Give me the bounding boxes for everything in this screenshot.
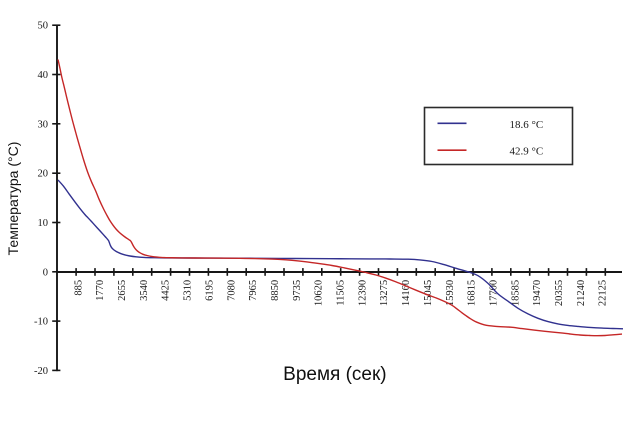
svg-text:5310: 5310 xyxy=(183,280,194,301)
svg-text:13275: 13275 xyxy=(379,280,390,306)
svg-text:18.6 °C: 18.6 °C xyxy=(510,119,544,131)
svg-text:8850: 8850 xyxy=(270,280,281,301)
svg-text:0: 0 xyxy=(43,267,48,278)
svg-text:2655: 2655 xyxy=(117,280,128,301)
svg-text:18585: 18585 xyxy=(510,280,521,306)
svg-text:20: 20 xyxy=(38,169,49,180)
svg-text:50: 50 xyxy=(38,21,49,32)
svg-text:16815: 16815 xyxy=(467,280,478,306)
svg-text:10620: 10620 xyxy=(314,280,325,306)
svg-text:7965: 7965 xyxy=(248,280,259,301)
svg-text:1770: 1770 xyxy=(95,280,106,301)
svg-text:Время (сек): Время (сек) xyxy=(283,364,386,385)
svg-text:3540: 3540 xyxy=(139,280,150,301)
svg-text:6195: 6195 xyxy=(204,280,215,301)
svg-text:20355: 20355 xyxy=(554,280,565,306)
svg-text:-20: -20 xyxy=(34,366,48,377)
svg-text:30: 30 xyxy=(38,119,49,130)
svg-text:21240: 21240 xyxy=(576,280,587,306)
svg-text:9735: 9735 xyxy=(292,280,303,301)
svg-text:Температура (°C): Температура (°C) xyxy=(5,142,21,256)
svg-text:4425: 4425 xyxy=(161,280,172,301)
svg-text:42.9 °C: 42.9 °C xyxy=(510,146,544,158)
svg-text:12390: 12390 xyxy=(357,280,368,306)
svg-text:885: 885 xyxy=(73,280,84,296)
svg-text:7080: 7080 xyxy=(226,280,237,301)
svg-text:10: 10 xyxy=(38,218,49,229)
svg-text:11505: 11505 xyxy=(336,280,347,306)
svg-text:19470: 19470 xyxy=(532,280,543,306)
svg-text:15930: 15930 xyxy=(445,280,456,306)
svg-text:40: 40 xyxy=(38,70,49,81)
svg-text:-10: -10 xyxy=(34,317,48,328)
svg-text:17700: 17700 xyxy=(489,280,500,306)
svg-text:22125: 22125 xyxy=(598,280,609,306)
svg-text:14160: 14160 xyxy=(401,280,412,306)
svg-text:15045: 15045 xyxy=(423,280,434,306)
